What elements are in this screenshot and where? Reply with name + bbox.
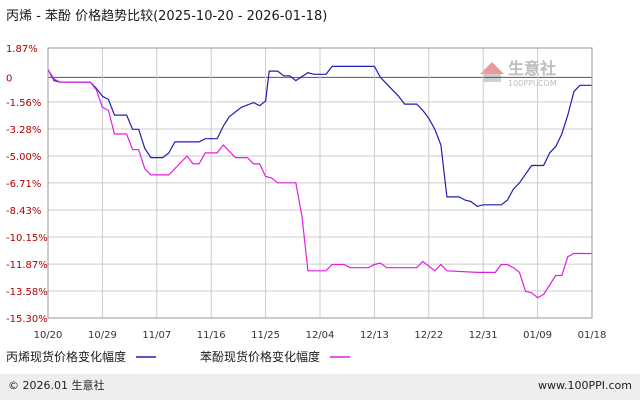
footer-copyright: © 2026.01 生意社 [8,378,104,392]
x-tick-label: 12/13 [360,330,389,341]
y-tick-label: -10.15% [6,233,48,244]
x-tick-label: 11/16 [197,330,226,341]
x-tick-label: 11/07 [142,330,171,341]
watermark-text: 生意社 [508,59,556,78]
legend-label-2: 苯酚现货价格变化幅度 [200,349,320,364]
y-tick-label: -6.71% [6,179,41,190]
y-tick-label: -1.56% [6,98,41,109]
chart-series [47,65,592,299]
y-tick-label: -8.43% [6,206,41,217]
watermark-logo-icon [480,62,504,74]
x-tick-label: 12/04 [306,330,335,341]
chart-title: 丙烯 - 苯酚 价格趋势比较(2025-10-20 - 2026-01-18) [6,8,327,24]
x-tick-label: 11/25 [251,330,280,341]
y-tick-label: -11.87% [6,260,48,271]
x-tick-label: 12/31 [469,330,498,341]
watermark-logo-base-icon [483,74,501,82]
y-axis: 1.87% 0 -1.56% -3.28% -5.00% -6.71% -8.43% -10.… [6,44,48,325]
y-tick-label: -15.30% [6,314,48,325]
plot-frame [47,47,593,319]
y-tick-label: -3.28% [6,125,41,136]
legend: 丙烯现货价格变化幅度 苯酚现货价格变化幅度 [6,349,351,364]
series-line-2 [47,69,592,299]
y-tick-label: 1.87% [6,44,38,55]
footer-website: www.100PPI.com [538,379,632,392]
x-tick-label: 12/22 [414,330,443,341]
chart-grid [48,47,592,319]
legend-label-1: 丙烯现货价格变化幅度 [6,349,126,364]
footer-bar [0,374,640,400]
watermark: 生意社 100PPI.COM [480,59,557,88]
series-line-1 [47,65,592,208]
x-tick-label: 01/18 [578,330,607,341]
x-tick-label: 01/09 [523,330,552,341]
y-tick-label: -5.00% [6,152,41,163]
watermark-url: 100PPI.COM [508,79,557,88]
x-tick-label: 10/20 [34,330,63,341]
y-tick-label: -13.58% [6,287,48,298]
x-axis: 10/20 10/29 11/07 11/16 11/25 12/04 12/13 12/22… [34,330,607,341]
y-tick-label: 0 [6,73,12,84]
x-tick-label: 10/29 [88,330,117,341]
